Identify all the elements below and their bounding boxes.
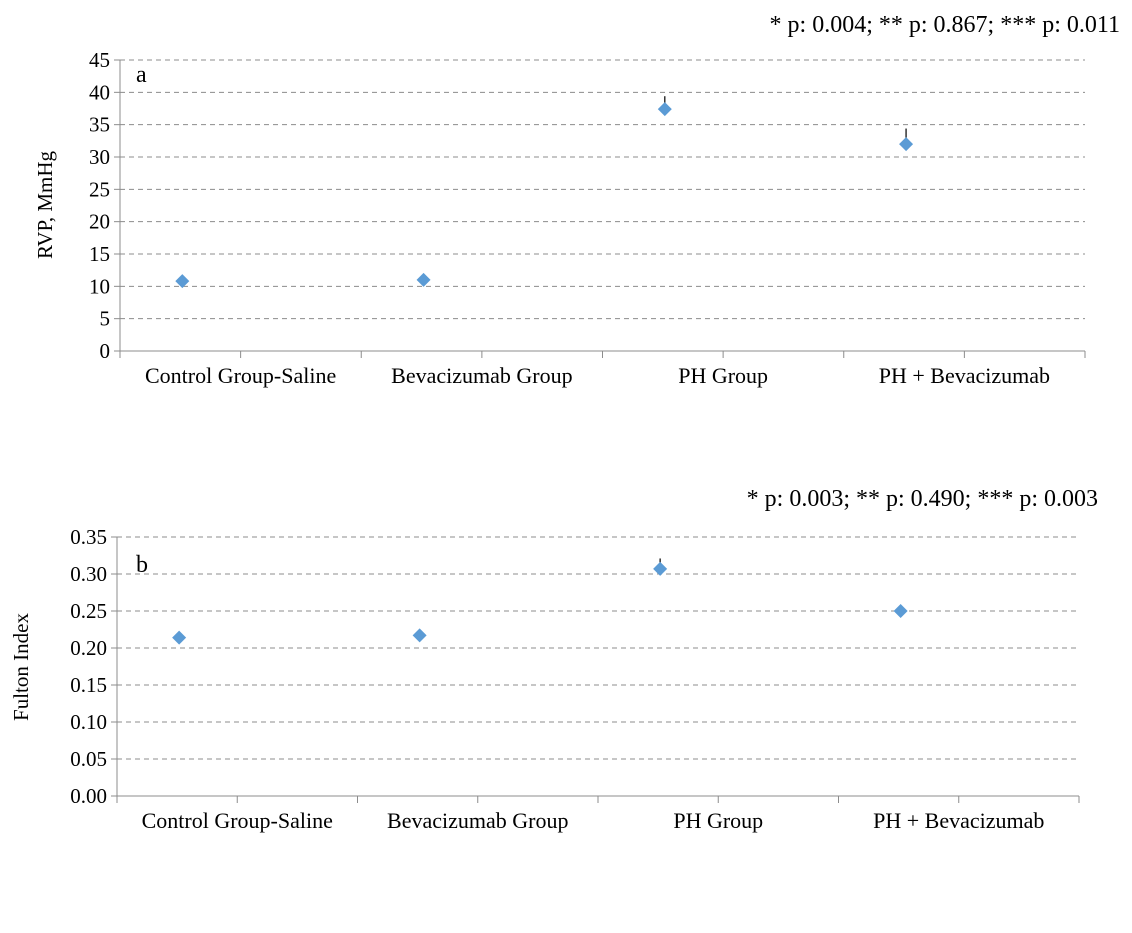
chart-a-y-tick-label: 10 <box>89 274 110 298</box>
chart-b-y-tick-label: 0.25 <box>70 599 107 623</box>
chart-b-y-tick-label: 0.05 <box>70 747 107 771</box>
chart-a-y-tick-label: 5 <box>100 307 111 331</box>
chart-a-y-tick-label: 25 <box>89 177 110 201</box>
chart-a-y-tick-label: 15 <box>89 242 110 266</box>
chart-a-y-tick-label: 40 <box>89 80 110 104</box>
chart-a-data-point <box>175 274 190 289</box>
chart-a-y-tick-label: 35 <box>89 113 110 137</box>
chart-a-y-tick-label: 30 <box>89 145 110 169</box>
chart-b-y-axis-label: Fulton Index <box>9 613 33 721</box>
chart-a-y-tick-label: 45 <box>89 48 110 72</box>
chart-a-svg: * p: 0.004; ** p: 0.867; *** p: 0.011 a … <box>33 12 1120 388</box>
chart-a-category-label: PH + Bevacizumab <box>879 363 1050 388</box>
chart-a-y-tick-label: 0 <box>100 339 111 363</box>
chart-b-category-label: Control Group-Saline <box>142 808 333 833</box>
chart-b-pvalues: * p: 0.003; ** p: 0.490; *** p: 0.003 <box>747 486 1098 512</box>
chart-a-pvalues: * p: 0.004; ** p: 0.867; *** p: 0.011 <box>770 12 1120 38</box>
chart-a-panel-label: a <box>136 62 147 88</box>
chart-b-y-tick-label: 0.20 <box>70 636 107 660</box>
chart-b-svg: * p: 0.003; ** p: 0.490; *** p: 0.003 b … <box>9 486 1098 833</box>
chart-a-category-label: Bevacizumab Group <box>391 363 572 388</box>
chart-a: * p: 0.004; ** p: 0.867; *** p: 0.011 a … <box>0 0 1132 410</box>
chart-b-y-tick-label: 0.30 <box>70 562 107 586</box>
chart-b-y-tick-label: 0.35 <box>70 525 107 549</box>
chart-a-category-label: PH Group <box>678 363 768 388</box>
chart-b-y-tick-label: 0.15 <box>70 673 107 697</box>
chart-a-category-label: Control Group-Saline <box>145 363 336 388</box>
chart-a-data-point <box>899 137 914 152</box>
chart-a-y-axis-label: RVP, MmHg <box>33 150 57 259</box>
chart-a-data-point <box>657 102 672 117</box>
chart-a-y-tick-label: 20 <box>89 210 110 234</box>
chart-b-y-tick-label: 0.00 <box>70 784 107 808</box>
chart-b-data-point <box>653 561 668 576</box>
chart-b-data-point <box>412 628 427 643</box>
chart-b-category-label: Bevacizumab Group <box>387 808 568 833</box>
chart-b-category-label: PH Group <box>673 808 763 833</box>
chart-a-data-point <box>416 272 431 287</box>
chart-b-data-point <box>893 604 908 618</box>
chart-b: * p: 0.003; ** p: 0.490; *** p: 0.003 b … <box>0 470 1132 928</box>
chart-b-data-point <box>172 630 187 645</box>
chart-b-panel-label: b <box>136 552 148 578</box>
chart-b-category-label: PH + Bevacizumab <box>873 808 1044 833</box>
chart-b-y-tick-label: 0.10 <box>70 710 107 734</box>
